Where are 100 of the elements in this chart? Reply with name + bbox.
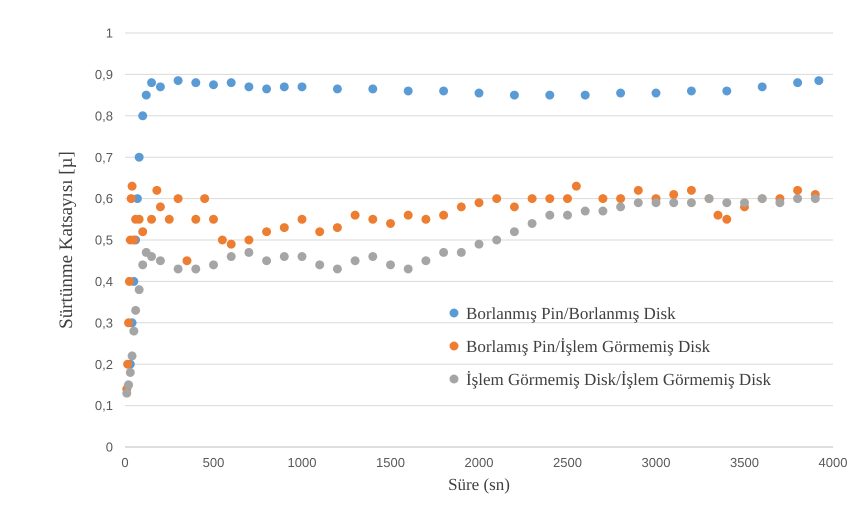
point [686,86,696,96]
point [129,326,138,336]
y-tick-label: 1 [106,26,113,41]
point [386,260,395,270]
point [332,223,342,232]
point [332,84,342,94]
point [128,182,137,191]
point [131,306,140,315]
point [456,248,466,257]
point [262,256,272,266]
y-tick-label: 0,6 [94,191,113,206]
point [142,90,151,100]
legend-label: Borlanmış Pin/Borlanmış Disk [466,304,676,323]
point [580,206,590,216]
x-tick-label: 4000 [818,455,848,470]
x-tick-label: 1000 [288,455,316,470]
point [191,78,200,88]
point [421,214,430,224]
point [174,264,183,274]
point [810,194,820,204]
point [510,227,519,236]
point [122,388,132,398]
point [686,186,696,195]
point [226,252,236,262]
x-tick-label: 3500 [730,455,759,470]
point [492,236,502,244]
point [244,236,254,244]
point [616,194,626,204]
point [174,76,183,86]
y-tick-label: 0,7 [94,150,113,165]
x-tick-label: 0 [121,455,129,470]
point [598,194,608,204]
point [147,78,156,88]
point [244,82,254,92]
point [545,194,554,204]
point [580,90,590,100]
point [191,264,200,274]
x-axis-title: Süre (sn) [448,475,510,494]
point [421,256,430,266]
point [226,240,236,249]
y-axis-title: Sürtünme Katsayısı [µ] [56,151,77,329]
point [124,276,134,286]
point [156,82,165,92]
point [528,218,537,228]
point [652,88,660,98]
point [439,248,448,257]
point [298,214,306,224]
legend-label: Borlamış Pin/İşlem Görmemiş Disk [466,336,711,356]
point [404,86,413,96]
point [156,202,165,212]
point [793,186,802,195]
point [156,256,165,266]
x-tick-label: 2000 [464,455,494,470]
point [368,214,378,224]
point [740,198,749,208]
point [510,90,519,100]
point [545,90,554,100]
point [138,260,148,270]
legend-label: İşlem Görmemiş Disk/İşlem Görmemiş Disk [466,370,772,389]
point [209,80,218,90]
point [182,256,192,266]
point [616,88,626,98]
point [128,351,137,360]
point [474,198,484,208]
point [124,318,134,328]
x-tick-label: 3000 [642,455,670,470]
point [616,202,626,212]
point [209,214,218,224]
point [386,218,395,228]
point [152,186,162,195]
point [138,111,148,120]
y-tick-label: 0,8 [94,108,113,124]
point [474,88,484,98]
point [126,194,136,204]
point [686,198,696,208]
point [510,202,519,212]
point [669,190,678,199]
point [474,240,484,249]
point [218,236,227,244]
point [634,186,643,195]
point [368,252,378,262]
point [669,198,678,208]
point [315,227,324,236]
point [332,264,342,274]
point [280,82,289,92]
point [722,86,732,96]
point [492,194,502,204]
point [280,252,289,262]
point [528,194,537,204]
point [147,252,156,262]
point [123,360,132,369]
point [126,368,135,377]
point [164,214,174,224]
point [209,260,218,270]
point [315,260,324,270]
point [244,248,254,257]
point [298,82,306,92]
point [368,84,378,94]
point [572,182,581,191]
point [793,194,802,204]
